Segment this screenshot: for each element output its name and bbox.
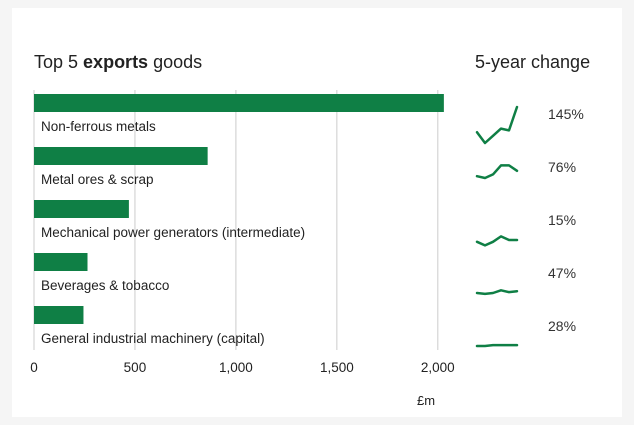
category-label: Metal ores & scrap <box>41 172 154 187</box>
exports-chart: Top 5 exports goods 5-year change Non-fe… <box>30 52 590 408</box>
x-axis-unit-label: £m <box>417 393 435 408</box>
x-tick-label: 1,500 <box>320 360 354 375</box>
bars <box>34 94 444 324</box>
five-year-change-value: 76% <box>548 159 576 175</box>
bar <box>34 306 84 324</box>
chart-title-part: Top 5 <box>34 52 83 72</box>
sparklines <box>475 105 519 348</box>
five-year-change-value: 145% <box>548 106 584 122</box>
chart-title-part: exports <box>83 52 148 72</box>
sparkline <box>475 105 519 145</box>
sparkline <box>475 343 519 348</box>
x-tick-label: 2,000 <box>421 360 455 375</box>
chart-title: Top 5 exports goods <box>34 52 202 72</box>
x-tick-label: 0 <box>30 360 38 375</box>
five-year-change-value: 28% <box>548 318 576 334</box>
bar <box>34 200 129 218</box>
sparkline <box>475 235 519 247</box>
category-labels: Non-ferrous metals Metal ores & scrap Mech… <box>41 119 305 346</box>
sparkline <box>475 289 519 296</box>
x-tick-label: 500 <box>124 360 147 375</box>
bar <box>34 94 444 112</box>
chart-title-part: goods <box>148 52 202 72</box>
five-year-change-values: 145% 76% 15% 47% 28% <box>548 106 584 334</box>
five-year-change-value: 15% <box>548 212 576 228</box>
category-label: General industrial machinery (capital) <box>41 331 265 346</box>
category-label: Mechanical power generators (intermediat… <box>41 225 305 240</box>
five-year-change-value: 47% <box>548 265 576 281</box>
sparkline <box>475 164 519 180</box>
category-label: Beverages & tobacco <box>41 278 169 293</box>
bar <box>34 253 88 271</box>
five-year-change-title: 5-year change <box>475 52 590 72</box>
bar <box>34 147 208 165</box>
category-label: Non-ferrous metals <box>41 119 156 134</box>
x-tick-label: 1,000 <box>219 360 253 375</box>
chart-card: Top 5 exports goods 5-year change Non-fe… <box>12 8 622 417</box>
x-axis-ticks: 0 500 1,000 1,500 2,000 <box>30 360 454 375</box>
